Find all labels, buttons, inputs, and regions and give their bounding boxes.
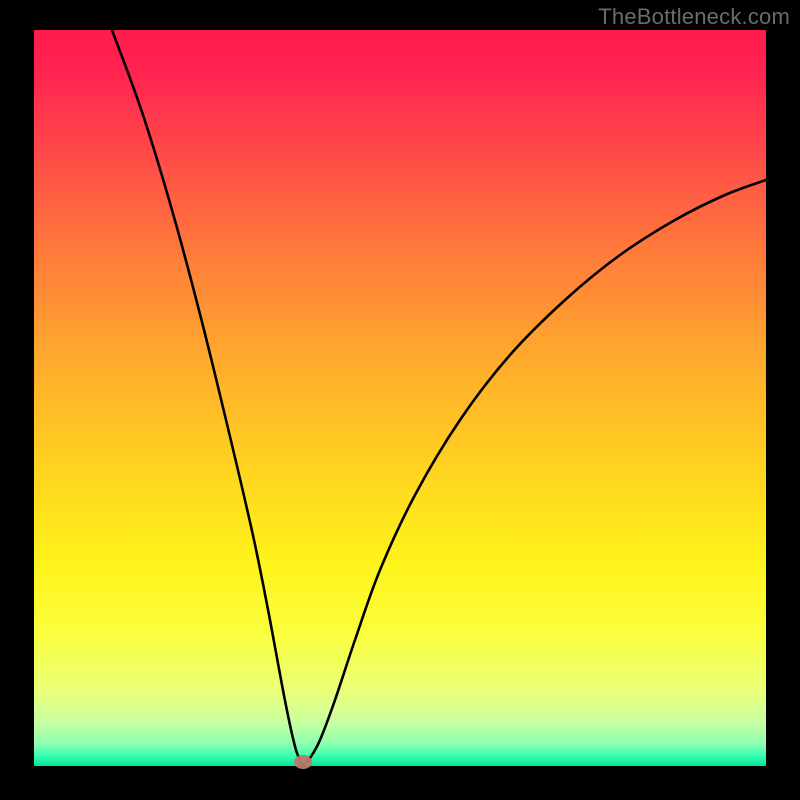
chart-plot-area [34, 30, 766, 766]
minimum-point-marker [294, 755, 312, 769]
bottleneck-chart [0, 0, 800, 800]
watermark-text: TheBottleneck.com [598, 4, 790, 30]
